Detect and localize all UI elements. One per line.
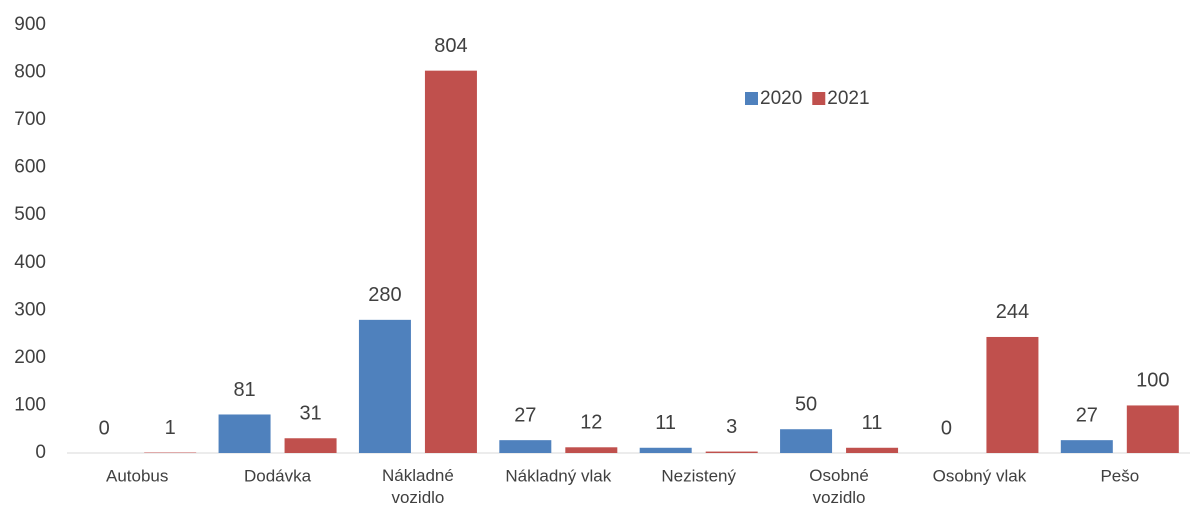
y-tick-label: 400 [14, 252, 46, 273]
x-tick-label-line: Osobné [809, 466, 869, 485]
x-tick-label: Dodávka [244, 466, 312, 485]
bar [565, 447, 618, 453]
data-label: 27 [1076, 404, 1098, 426]
legend-swatch [812, 92, 826, 105]
bar [986, 336, 1039, 453]
x-tick-label-line: Nákladné [382, 466, 454, 485]
y-tick-label: 600 [14, 157, 46, 178]
y-tick-label: 700 [14, 109, 46, 130]
y-tick-label: 800 [14, 62, 46, 83]
x-tick-label: Nezistený [661, 466, 736, 485]
y-tick-label: 0 [35, 442, 46, 463]
bar [846, 447, 899, 453]
x-tick-label: Osobný vlak [933, 466, 1027, 485]
data-label: 0 [99, 417, 110, 439]
data-label: 0 [941, 417, 952, 439]
data-label: 50 [795, 394, 817, 416]
data-label: 804 [434, 35, 467, 57]
data-label: 12 [580, 412, 602, 434]
data-label: 3 [726, 416, 737, 438]
bar [705, 451, 758, 453]
data-label: 280 [368, 284, 401, 306]
bar [284, 438, 337, 453]
data-label: 81 [233, 379, 255, 401]
x-tick-label: Nákladný vlak [505, 466, 611, 485]
bar [499, 440, 552, 453]
y-tick-label: 500 [14, 204, 46, 225]
bar [358, 319, 411, 453]
bar [424, 70, 477, 454]
x-tick-label: Nákladné vozidlo [382, 466, 454, 507]
data-label: 244 [996, 301, 1029, 323]
bar [1060, 440, 1113, 453]
y-tick-label: 900 [14, 14, 46, 35]
x-tick-label: Pešo [1100, 466, 1139, 485]
legend-label: 2020 [760, 88, 802, 109]
y-tick-label: 200 [14, 347, 46, 368]
bar [218, 414, 271, 453]
data-label: 27 [514, 404, 536, 426]
data-label: 1 [165, 417, 176, 439]
y-tick-label: 300 [14, 299, 46, 320]
data-label: 31 [299, 403, 321, 425]
x-tick-label: Autobus [106, 466, 168, 485]
data-label: 100 [1136, 370, 1169, 392]
bar [639, 447, 692, 453]
bar [1126, 405, 1179, 453]
x-tick-label-line: vozidlo [391, 488, 444, 507]
x-tick-label-line: vozidlo [813, 488, 866, 507]
legend-swatch [745, 92, 758, 105]
data-label: 11 [862, 412, 883, 434]
y-tick-label: 100 [14, 394, 46, 415]
x-tick-label: Osobné vozidlo [809, 466, 869, 507]
legend-label: 2021 [827, 88, 869, 109]
data-label: 11 [655, 412, 676, 434]
bar [780, 429, 833, 453]
